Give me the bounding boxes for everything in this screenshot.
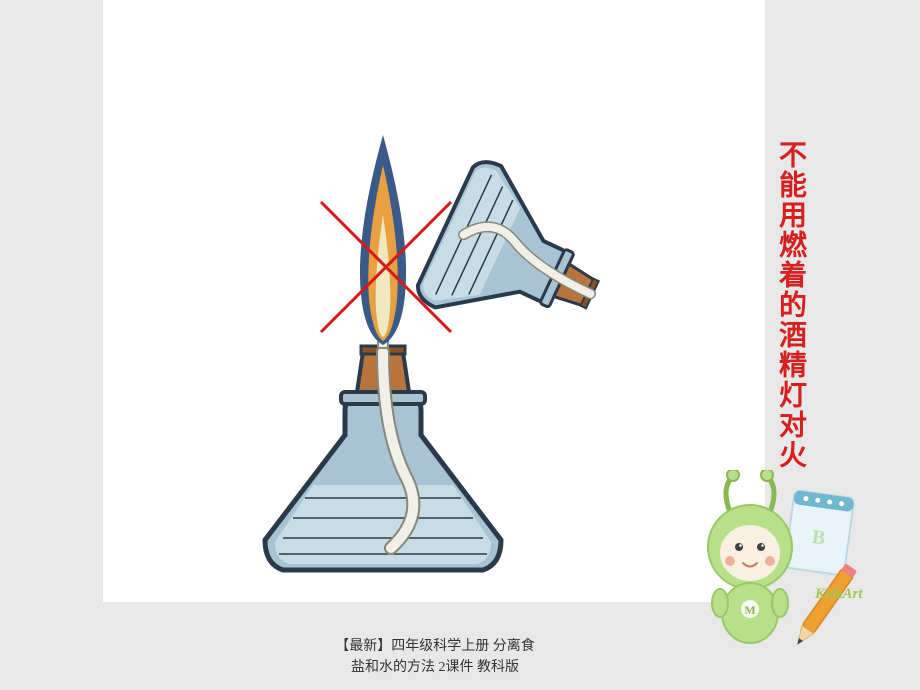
mascot-logo-text: KidzArt — [814, 586, 863, 602]
mascot-illustration: B M KidzArt — [700, 470, 870, 670]
alcohol-lamp-diagram — [238, 130, 646, 590]
slide-caption: 【最新】四年级科学上册 分离食盐和水的方法 2课件 教科版 — [335, 636, 535, 678]
svg-text:M: M — [744, 603, 755, 617]
flame-icon — [360, 135, 406, 345]
warning-text: 不能用燃着的酒精灯对火 — [775, 140, 805, 470]
